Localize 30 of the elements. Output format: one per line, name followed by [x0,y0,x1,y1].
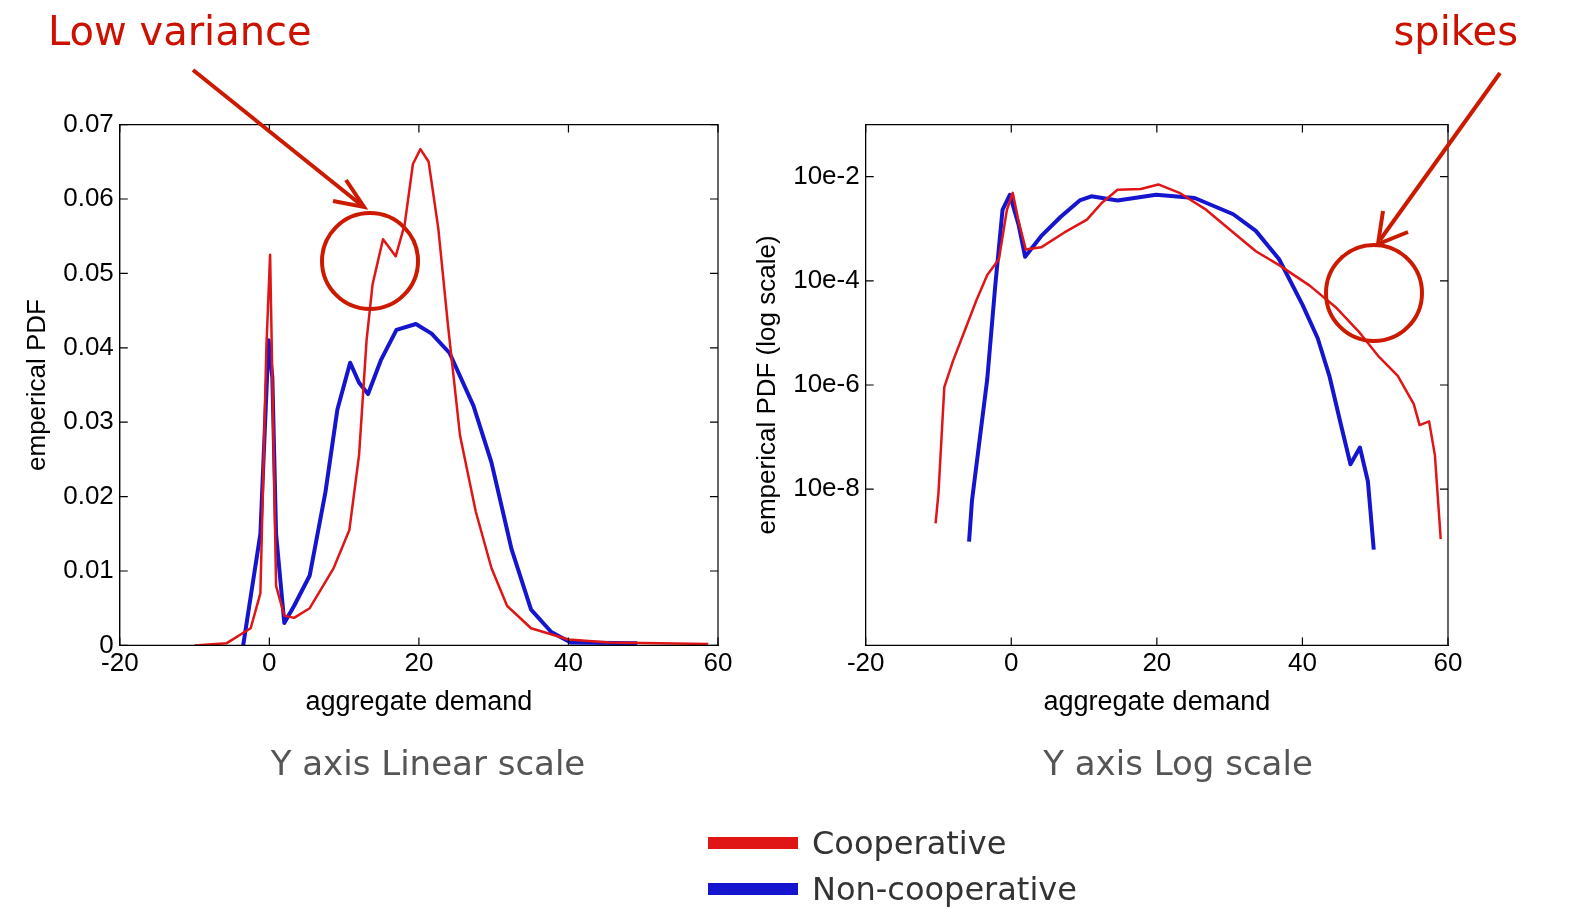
text: Y axis Log scale [1042,743,1314,783]
y-tick-label: 0.07 [63,107,114,138]
y-tick-label: 0.05 [63,256,114,287]
text: Y axis Linear scale [269,743,587,783]
x-tick-label: 60 [1433,647,1463,678]
y-axis-title: emperical PDF (log scale) [750,235,781,535]
y-tick-label: 10e-2 [793,159,860,190]
x-tick-label: 60 [703,647,733,678]
x-axis-title: aggregate demand [1043,686,1271,717]
y-tick-label: 10e-6 [793,368,860,399]
y-tick-label: 0.02 [63,479,114,510]
legend-label: Cooperative [812,824,1007,862]
y-axis-title: emperical PDF [20,299,51,471]
x-tick-label: 0 [262,647,277,678]
x-tick-label: 20 [404,647,434,678]
x-tick-label: 0 [1004,647,1019,678]
text: spikes [1393,8,1518,54]
x-tick-label: 40 [1287,647,1317,678]
legend-label: Non-cooperative [812,870,1077,908]
x-tick-label: 40 [553,647,583,678]
x-tick-label: 20 [1142,647,1172,678]
y-tick-label: 0.04 [63,330,114,361]
y-tick-label: 0.03 [63,405,114,436]
y-tick-label: 10e-4 [793,264,860,295]
x-axis-title: aggregate demand [305,686,533,717]
text: Low variance [48,8,312,54]
y-tick-label: 10e-8 [793,472,860,503]
y-tick-label: 0.01 [63,554,114,585]
x-tick-label: -20 [846,647,885,678]
y-tick-label: 0.06 [63,182,114,213]
